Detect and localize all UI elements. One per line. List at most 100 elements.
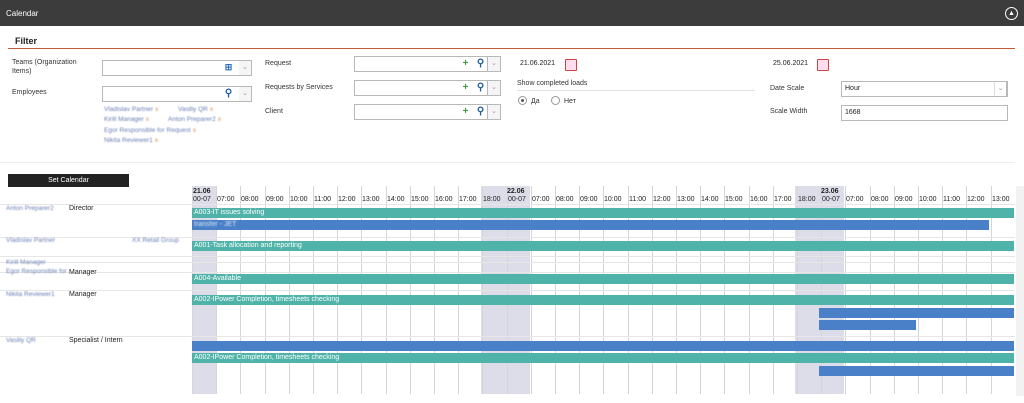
row-person[interactable]: Nikita Reviewer1 (6, 291, 55, 298)
search-icon[interactable]: ⚲ (476, 106, 485, 117)
scale-width-input[interactable]: 1668 (841, 105, 1008, 121)
date-scale-label: Date Scale (770, 85, 805, 92)
task-bar[interactable]: A002-IPower Completion, timesheets check… (192, 295, 1014, 305)
hour-header: 11:00 (629, 196, 646, 203)
task-bar[interactable]: A003-IT issues solving (192, 208, 1014, 218)
radio-no-label: Нет (564, 98, 576, 105)
hour-header: 18:00 (483, 196, 501, 203)
add-icon[interactable]: + (462, 58, 469, 69)
task-bar[interactable]: A001-Task allocation and reporting (192, 241, 1014, 251)
hour-header: 13:00 (362, 196, 380, 203)
day-header: 23.06 (821, 188, 839, 195)
client-input[interactable] (354, 104, 488, 120)
transfer-bar[interactable] (819, 366, 1014, 376)
row-person[interactable]: Anton Preparer2 (6, 205, 54, 212)
radio-yes-label: Да (531, 98, 540, 105)
day-header: 21.06 (193, 188, 211, 195)
day-header: 22.06 (507, 188, 525, 195)
client-dropdown-chevron-icon[interactable]: ⌄ (488, 104, 501, 120)
employee-tag[interactable]: Vasiliy QR x (178, 106, 214, 113)
hour-header: 00-07 (822, 196, 840, 203)
date-scale-chevron-icon[interactable]: ⌄ (994, 81, 1007, 97)
search-icon[interactable]: ⚲ (476, 58, 485, 69)
teams-input[interactable] (102, 60, 240, 76)
search-icon[interactable]: ⚲ (476, 82, 485, 93)
transfer-bar[interactable] (819, 308, 1014, 318)
employee-tag[interactable]: Kirill Manager x (104, 116, 149, 123)
filter-divider (8, 48, 1015, 49)
set-calendar-button[interactable]: Set Calendar (8, 174, 129, 187)
row-person[interactable]: Egor Responsible for Request (6, 268, 68, 275)
row-role: Director (69, 205, 94, 212)
search-icon[interactable]: ⚲ (224, 88, 233, 99)
employees-label: Employees (12, 89, 47, 96)
row-divider (0, 290, 1015, 291)
calendar-icon[interactable] (817, 59, 829, 71)
hour-header: 09:00 (266, 196, 284, 203)
row-divider (0, 262, 1015, 263)
hour-header: 10:00 (604, 196, 622, 203)
row-person[interactable]: Vasiliy QR (6, 337, 36, 344)
requests-by-services-dropdown-chevron-icon[interactable]: ⌄ (488, 80, 501, 96)
add-icon[interactable]: + (462, 106, 469, 117)
row-group: XX Retail Group (132, 237, 179, 244)
employee-tag[interactable]: Egor Responsible for Request x (104, 127, 196, 134)
row-divider (0, 272, 1015, 273)
hour-header: 17:00 (774, 196, 792, 203)
hour-header: 09:00 (580, 196, 598, 203)
hour-header: 14:00 (701, 196, 719, 203)
hour-header: 09:00 (895, 196, 913, 203)
show-completed-label: Show completed loads (517, 80, 588, 87)
hour-header: 11:00 (943, 196, 960, 203)
employee-tag[interactable]: Anton Preparer2 x (168, 116, 221, 123)
hour-header: 11:00 (314, 196, 331, 203)
hour-header: 14:00 (387, 196, 405, 203)
row-divider (0, 204, 1015, 205)
chevron-up-circle-icon[interactable]: ▲ (1005, 7, 1018, 20)
transfer-bar[interactable] (819, 320, 916, 330)
filter-title: Filter (15, 36, 38, 46)
employee-tag[interactable]: Nikita Reviewer1 x (104, 137, 159, 144)
org-tree-icon[interactable]: ⊞ (224, 62, 233, 72)
request-input[interactable] (354, 56, 488, 72)
radio-yes[interactable] (518, 96, 527, 105)
row-role: Manager (69, 269, 97, 276)
task-bar[interactable]: A004-Available (192, 274, 1014, 284)
hour-header: 15:00 (411, 196, 429, 203)
calendar-icon[interactable] (565, 59, 577, 71)
scale-width-label: Scale Width (770, 108, 808, 115)
transfer-bar[interactable] (192, 341, 1014, 351)
hour-header: 07:00 (532, 196, 550, 203)
date-to-input[interactable]: 25.06.2021 (770, 57, 817, 73)
vertical-scrollbar[interactable] (1016, 186, 1024, 396)
teams-dropdown-chevron-icon[interactable]: ⌄ (239, 60, 252, 76)
requests-by-services-input[interactable] (354, 80, 488, 96)
client-label: Client (265, 108, 283, 115)
row-person[interactable]: Kirill Manager (6, 259, 46, 266)
hour-header: 07:00 (217, 196, 235, 203)
transfer-bar[interactable]: transfer - JET (192, 220, 989, 230)
request-dropdown-chevron-icon[interactable]: ⌄ (488, 56, 501, 72)
row-divider (0, 256, 1015, 257)
hour-header: 10:00 (919, 196, 937, 203)
hour-header: 15:00 (725, 196, 743, 203)
employees-dropdown-chevron-icon[interactable]: ⌄ (239, 86, 252, 102)
gantt-chart: 00-07 07:00 08:00 09:00 10:00 11:00 12:00 13:00… (0, 186, 1015, 396)
row-person[interactable]: Vladislav Partner (6, 237, 56, 244)
requests-by-services-label: Requests by Services (265, 84, 333, 91)
hour-header: 08:00 (871, 196, 889, 203)
window-title: Calendar (6, 9, 39, 18)
hour-header: 12:00 (967, 196, 985, 203)
hour-header: 12:00 (653, 196, 671, 203)
hour-header: 10:00 (290, 196, 308, 203)
employee-tag[interactable]: Vladislav Partner x (104, 106, 159, 113)
task-bar[interactable]: A002-IPower Completion, timesheets check… (192, 353, 1014, 363)
date-scale-select[interactable]: Hour (841, 81, 1008, 97)
hour-header: 08:00 (556, 196, 574, 203)
hour-header: 16:00 (435, 196, 453, 203)
radio-no[interactable] (551, 96, 560, 105)
add-icon[interactable]: + (462, 82, 469, 93)
date-from-input[interactable]: 21.06.2021 (517, 57, 564, 73)
hour-header: 07:00 (846, 196, 864, 203)
employees-input[interactable] (102, 86, 240, 102)
